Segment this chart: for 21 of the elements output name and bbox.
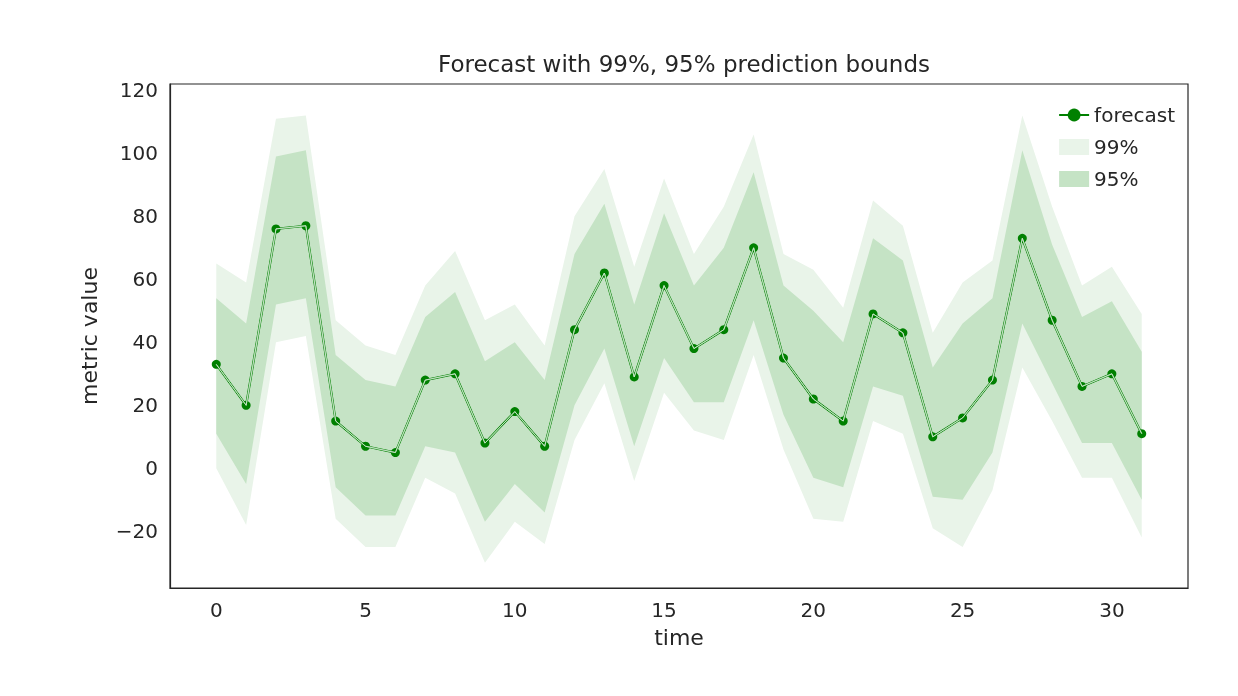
x-tick-label: 5 — [359, 598, 372, 622]
x-tick-label: 20 — [800, 598, 827, 622]
x-tick-label: 10 — [502, 598, 528, 622]
legend-label: forecast — [1094, 103, 1176, 127]
chart-title: Forecast with 99%, 95% prediction bounds — [437, 50, 931, 77]
y-tick-label: 80 — [132, 204, 158, 229]
x-tick-label: 0 — [209, 598, 223, 622]
y-tick-label: 20 — [132, 393, 158, 418]
x-tick-label: 30 — [1099, 598, 1125, 622]
y-tick-label: −20 — [115, 519, 158, 544]
legend-label: 99% — [1094, 135, 1139, 159]
y-tick-label: 0 — [145, 456, 158, 481]
y-axis-title: metric value — [76, 267, 102, 405]
y-tick-label: 40 — [132, 330, 158, 355]
y-tick-label: 120 — [119, 78, 158, 103]
y-tick-label: 60 — [132, 267, 158, 292]
x-axis-title: time — [654, 624, 704, 650]
legend-label: 95% — [1094, 167, 1139, 191]
y-tick-label: 100 — [119, 141, 158, 166]
x-tick-label: 15 — [651, 598, 677, 622]
x-tick-label: 25 — [949, 598, 976, 622]
